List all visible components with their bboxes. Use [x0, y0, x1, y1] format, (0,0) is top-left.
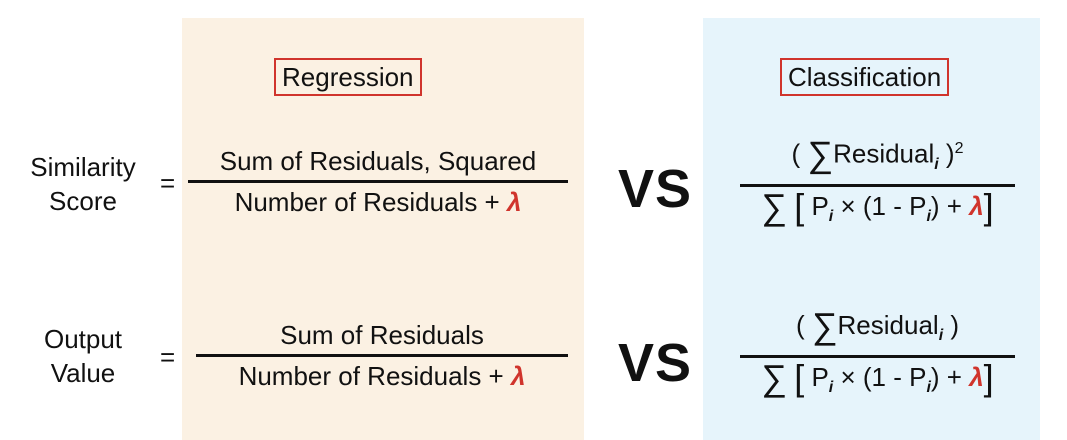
lambda-symbol: λ — [506, 187, 522, 217]
classification-output-numerator: ( ∑Residuali ) — [795, 305, 960, 346]
classification-title: Classification — [780, 58, 950, 96]
classification-similarity-denominator: ∑ [ Pi × (1 - Pi) + λ] — [761, 185, 994, 227]
classification-output-denominator: ∑ [ Pi × (1 - Pi) + λ] — [761, 357, 994, 399]
output-value-label: Output Value — [8, 322, 158, 390]
vs-similarity: VS — [618, 159, 693, 219]
sigma-symbol: ∑ — [807, 133, 834, 175]
regression-similarity-numerator: Sum of Residuals, Squared — [219, 146, 537, 176]
lambda-symbol: λ — [969, 190, 984, 221]
classification-similarity-numerator: ( ∑Residuali )2 — [791, 133, 964, 175]
similarity-score-label: Similarity Score — [8, 150, 158, 218]
fraction-bar — [188, 180, 568, 183]
fraction-bar — [196, 354, 568, 357]
output-label-line2: Value — [50, 358, 116, 388]
sigma-symbol: ∑ — [761, 185, 787, 227]
lambda-symbol: λ — [510, 361, 526, 391]
classification-output-fraction: ( ∑Residuali ) ∑ [ Pi × (1 - Pi) + λ] — [740, 308, 1015, 405]
regression-output-fraction: Sum of Residuals Number of Residuals + λ — [196, 318, 568, 393]
sigma-symbol: ∑ — [811, 305, 838, 346]
regression-output-numerator: Sum of Residuals — [280, 320, 484, 350]
output-equals: = — [160, 342, 176, 372]
similarity-label-line2: Score — [49, 186, 117, 216]
fraction-bar — [740, 183, 1015, 187]
sigma-symbol: ∑ — [761, 357, 787, 399]
output-label-line1: Output — [43, 324, 123, 354]
classification-similarity-fraction: ( ∑Residuali )2 ∑ [ Pi × (1 - Pi) + λ] — [740, 132, 1015, 234]
vs-output: VS — [618, 333, 693, 393]
regression-similarity-fraction: Sum of Residuals, Squared Number of Resi… — [188, 144, 568, 219]
similarity-equals: = — [160, 168, 176, 198]
regression-output-denominator: Number of Residuals + λ — [238, 361, 526, 391]
fraction-bar — [740, 355, 1015, 359]
regression-similarity-denominator: Number of Residuals + λ — [234, 187, 522, 217]
similarity-label-line1: Similarity — [30, 152, 136, 182]
regression-title: Regression — [274, 58, 422, 96]
regression-panel — [182, 18, 584, 440]
lambda-symbol: λ — [969, 362, 984, 393]
classification-panel — [703, 18, 1040, 440]
